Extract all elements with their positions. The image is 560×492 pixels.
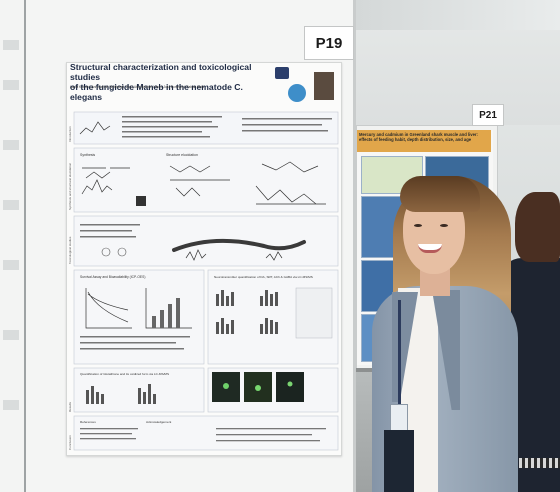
section-label-synthesis: Synthesis and structural elucidation (68, 162, 72, 210)
section-label-tox: Toxicological studies (68, 236, 72, 264)
background-person-collar (519, 458, 560, 468)
presenter-photo (314, 72, 334, 100)
presenter-lanyard (398, 300, 401, 405)
poster-body-figures: Synthesis Structure elucidation Survival… (73, 111, 339, 451)
university-logo (275, 67, 289, 79)
heading-survival: Survival Assay and Bioavailability (ICP-… (80, 275, 145, 279)
section-label-results: Results (68, 401, 72, 412)
presenter-fringe (400, 176, 480, 212)
neighbor-poster-number: P21 (472, 104, 504, 126)
presenter-eye-right (440, 224, 448, 227)
presenter-smile (418, 244, 442, 253)
presenter-eye-left (414, 224, 422, 227)
presenter-skirt (384, 430, 414, 492)
neighbor-poster-title: Mercury and cadmium in Greenland shark m… (357, 130, 491, 152)
heading-synthesis: Synthesis (80, 153, 95, 157)
heading-references: References (80, 420, 96, 424)
heading-structure: Structure elucidation (166, 153, 198, 157)
heading-quant: Quantification of Glutathione and its ox… (80, 372, 169, 376)
main-poster-number: P19 (304, 26, 354, 60)
poster-title: Structural characterization and toxicolo… (70, 62, 270, 102)
section-label-conclusion: Conclusion (68, 435, 72, 450)
heading-neuro: Neurotransmitter quantification of DA, S… (214, 275, 313, 279)
ceiling-panel (356, 0, 560, 30)
left-neighbor-poster-board (0, 0, 26, 492)
poster-title-line2: of the fungicide Maneb in the nematode C… (70, 82, 243, 102)
poster-authors: Laura Kuberci, Ann-Kathrin Weishaupt, Di… (70, 85, 205, 89)
section-label-intro: Introduction (68, 126, 72, 142)
heading-ack: Acknowledgement (146, 420, 171, 424)
poster-title-line1: Structural characterization and toxicolo… (70, 62, 252, 82)
background-person-hair (515, 192, 560, 262)
cost-logo (288, 84, 306, 102)
